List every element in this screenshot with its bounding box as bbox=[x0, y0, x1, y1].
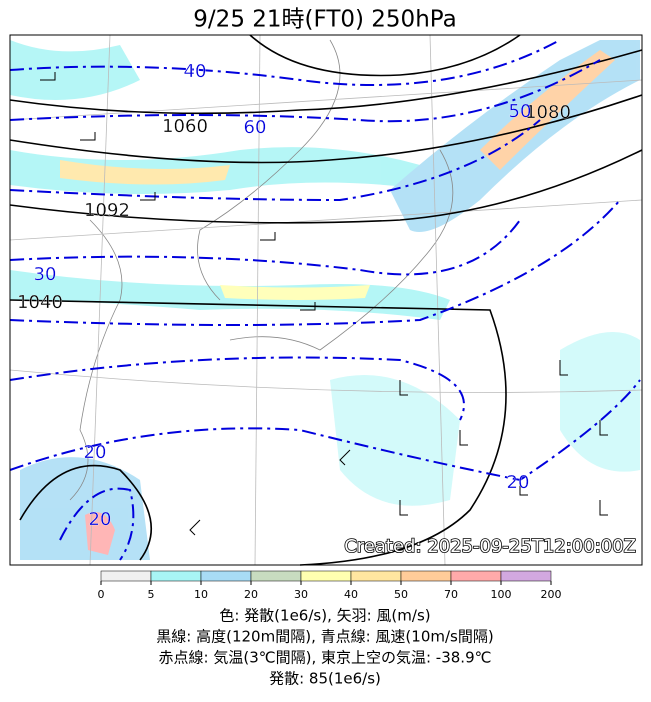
contour-label: 30 bbox=[34, 264, 57, 285]
colorbar-tick-label: 5 bbox=[148, 588, 155, 601]
map bbox=[9, 34, 643, 566]
colorbar-tick-label: 200 bbox=[541, 588, 562, 601]
colorbar-tick-label: 30 bbox=[294, 588, 308, 601]
caption-line: 赤点線: 気温(3℃間隔), 東京上空の気温: -38.9℃ bbox=[159, 649, 492, 667]
colorbar-swatch bbox=[250, 570, 302, 582]
colorbar-swatch bbox=[350, 570, 402, 582]
contour-label: 40 bbox=[184, 61, 207, 82]
contour-label: 60 bbox=[244, 117, 267, 138]
wind-speed-contours bbox=[9, 39, 641, 561]
caption-line: 色: 発散(1e6/s), 矢羽: 風(m/s) bbox=[219, 607, 430, 625]
contour-label: 20 bbox=[507, 472, 530, 493]
caption-line: 発散: 85(1e6/s) bbox=[269, 670, 381, 688]
contour-label: 20 bbox=[89, 509, 112, 530]
colorbar-swatch bbox=[450, 570, 502, 582]
colorbar-swatch bbox=[100, 570, 152, 582]
colorbar-swatch bbox=[200, 570, 252, 582]
colorbar-tick-label: 10 bbox=[194, 588, 208, 601]
contour-label: 20 bbox=[84, 442, 107, 463]
title: 9/25 21時(FT0) 250hPa bbox=[193, 7, 456, 33]
colorbar-tick-label: 40 bbox=[344, 588, 358, 601]
caption-line: 黒線: 高度(120m間隔), 青点線: 風速(10m/s間隔) bbox=[156, 628, 493, 646]
colorbar-swatch bbox=[500, 570, 552, 582]
wind-barbs bbox=[40, 72, 608, 536]
contour-label: 1060 bbox=[162, 116, 208, 137]
graticule bbox=[9, 34, 643, 566]
colorbar-swatch bbox=[400, 570, 452, 582]
colorbar-tick-label: 0 bbox=[98, 588, 105, 601]
colorbar-swatch bbox=[150, 570, 202, 582]
colorbar-tick-label: 20 bbox=[244, 588, 258, 601]
colorbar-tick-label: 100 bbox=[491, 588, 512, 601]
colorbar-tick-label: 50 bbox=[394, 588, 408, 601]
colorbar-tick-label: 70 bbox=[444, 588, 458, 601]
contour-label: 1040 bbox=[17, 292, 63, 313]
contour-label: 1092 bbox=[84, 200, 130, 221]
created-stamp: Created: 2025-09-25T12:00:00Z bbox=[344, 536, 636, 557]
contour-label: 1080 bbox=[525, 102, 571, 123]
colorbar-swatch bbox=[300, 570, 352, 582]
contour-label: 50 bbox=[509, 101, 532, 122]
height-contours bbox=[9, 34, 643, 566]
